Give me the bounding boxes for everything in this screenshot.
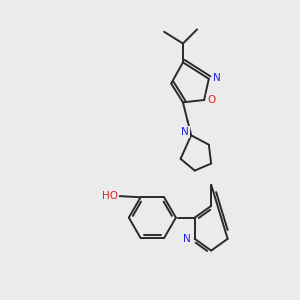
Text: N: N [183,234,190,244]
Text: N: N [182,127,189,137]
Text: HO: HO [102,191,118,201]
Text: O: O [207,95,215,105]
Text: N: N [213,73,221,82]
